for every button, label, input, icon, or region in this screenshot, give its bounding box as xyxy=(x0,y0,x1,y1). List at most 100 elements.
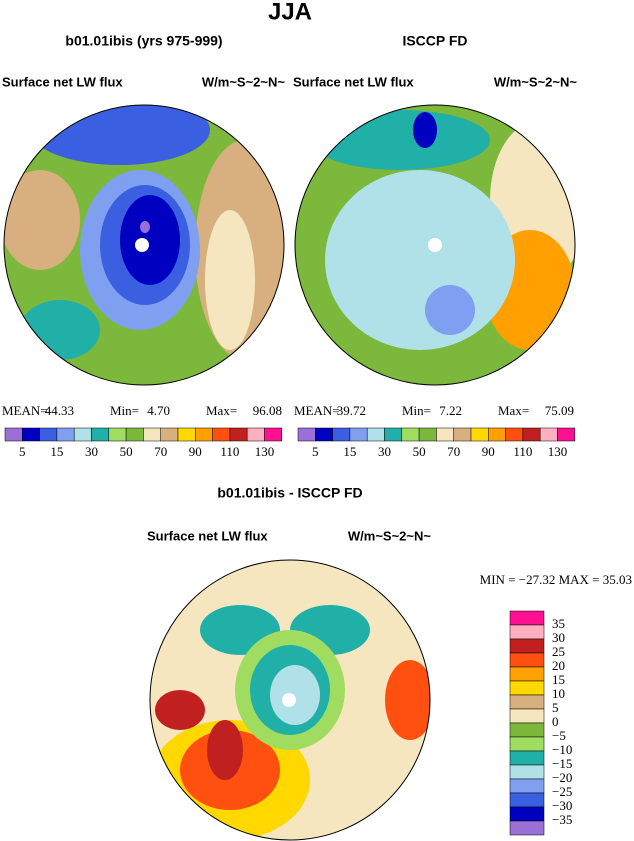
units-label: W/m~S~2~N~ xyxy=(494,74,578,89)
colorbar-label: 15 xyxy=(50,444,63,459)
colorbar-label: 25 xyxy=(552,644,565,659)
colorbar-label: −10 xyxy=(552,742,572,757)
stat-text: Max= xyxy=(206,403,237,418)
colorbar-box xyxy=(177,427,196,442)
map-model xyxy=(3,104,285,386)
colorbar-label: 35 xyxy=(552,616,565,631)
colorbar-box xyxy=(509,792,545,808)
colorbar-label: 130 xyxy=(548,444,568,459)
colorbar-box xyxy=(297,427,316,442)
colorbar-box xyxy=(509,652,545,668)
colorbar-box xyxy=(453,427,472,442)
colorbar-label: 50 xyxy=(120,444,133,459)
units-label: W/m~S~2~N~ xyxy=(348,528,432,543)
colorbar-label: −35 xyxy=(552,812,572,827)
units-label: W/m~S~2~N~ xyxy=(202,74,286,89)
colorbar-label: 5 xyxy=(312,444,319,459)
colorbar-box xyxy=(349,427,368,442)
colorbar-label: 5 xyxy=(19,444,26,459)
map-obs xyxy=(294,104,576,386)
colorbar-box xyxy=(246,427,265,442)
variable-label: Surface net LW flux xyxy=(2,74,123,89)
colorbar-box xyxy=(418,427,437,442)
colorbar-box xyxy=(91,427,110,442)
colorbar-box xyxy=(366,427,385,442)
colorbar-box xyxy=(125,427,144,442)
colorbar-box xyxy=(39,427,58,442)
colorbar-box xyxy=(509,750,545,766)
panel-title: b01.01ibis (yrs 975-999) xyxy=(65,33,222,49)
colorbar-box xyxy=(509,694,545,710)
stat-text: 75.09 xyxy=(545,403,574,418)
colorbar-label: 70 xyxy=(447,444,460,459)
colorbar-label: 5 xyxy=(552,700,559,715)
stat-text: MEAN= xyxy=(294,403,340,418)
colorbar-box xyxy=(509,736,545,752)
colorbar-label: −25 xyxy=(552,784,572,799)
stat-text: 4.70 xyxy=(147,403,170,418)
stat-text: MEAN= xyxy=(2,403,48,418)
colorbar-label: 110 xyxy=(220,444,239,459)
colorbar-box xyxy=(539,427,558,442)
colorbar-box xyxy=(522,427,541,442)
colorbar-label: −30 xyxy=(552,798,572,813)
colorbar-box xyxy=(505,427,524,442)
colorbar-box xyxy=(509,708,545,724)
stat-text: Min= xyxy=(110,403,139,418)
colorbar-box xyxy=(509,680,545,696)
colorbar-box xyxy=(509,820,545,836)
colorbar-box xyxy=(143,427,161,442)
colorbar-box xyxy=(557,427,576,442)
colorbar-box xyxy=(509,722,545,738)
colorbar-box xyxy=(212,427,231,442)
colorbar-box xyxy=(509,610,545,626)
colorbar-label: 50 xyxy=(413,444,426,459)
main-title: JJA xyxy=(268,0,312,25)
variable-label: Surface net LW flux xyxy=(293,74,414,89)
colorbar-box xyxy=(229,427,248,442)
colorbar-box xyxy=(384,427,403,442)
diff-stats: MIN = −27.32 MAX = 35.03 xyxy=(480,572,632,587)
colorbar-label: 30 xyxy=(552,630,565,645)
colorbar-box xyxy=(315,427,333,442)
colorbar-label: 90 xyxy=(482,444,495,459)
colorbar-box xyxy=(4,427,23,442)
stat-text: Max= xyxy=(498,403,529,418)
colorbar-label: 30 xyxy=(378,444,391,459)
colorbar-box xyxy=(73,427,92,442)
colorbar-box xyxy=(470,427,489,442)
colorbar-box xyxy=(488,427,506,442)
colorbar-box xyxy=(509,638,545,654)
colorbar-box xyxy=(509,806,545,822)
colorbar-box xyxy=(195,427,213,442)
colorbar-label: −5 xyxy=(552,728,566,743)
colorbar-label: 20 xyxy=(552,658,565,673)
colorbar-label: 70 xyxy=(154,444,167,459)
colorbar-box xyxy=(56,427,75,442)
colorbar-box xyxy=(264,427,283,442)
stat-text: 7.22 xyxy=(439,403,462,418)
colorbar-box xyxy=(332,427,351,442)
variable-label: Surface net LW flux xyxy=(147,528,268,543)
colorbar-label: 130 xyxy=(255,444,275,459)
stat-text: 96.08 xyxy=(253,403,282,418)
colorbar-label: 90 xyxy=(189,444,202,459)
colorbar-box xyxy=(108,427,127,442)
colorbar-label: 15 xyxy=(343,444,356,459)
colorbar-label: 15 xyxy=(552,672,565,687)
colorbar-box xyxy=(509,764,545,780)
colorbar-label: 110 xyxy=(513,444,532,459)
colorbar-box xyxy=(509,666,545,682)
stat-text: 44.33 xyxy=(45,403,74,418)
colorbar-box xyxy=(160,427,179,442)
colorbar-box xyxy=(22,427,40,442)
panel-title: b01.01ibis - ISCCP FD xyxy=(217,485,362,501)
colorbar-label: 10 xyxy=(552,686,565,701)
stat-text: 39.72 xyxy=(337,403,366,418)
colorbar-label: −15 xyxy=(552,756,572,771)
colorbar-label: 30 xyxy=(85,444,98,459)
colorbar-label: −20 xyxy=(552,770,572,785)
colorbar-box xyxy=(509,778,545,794)
panel-title: ISCCP FD xyxy=(402,33,467,49)
